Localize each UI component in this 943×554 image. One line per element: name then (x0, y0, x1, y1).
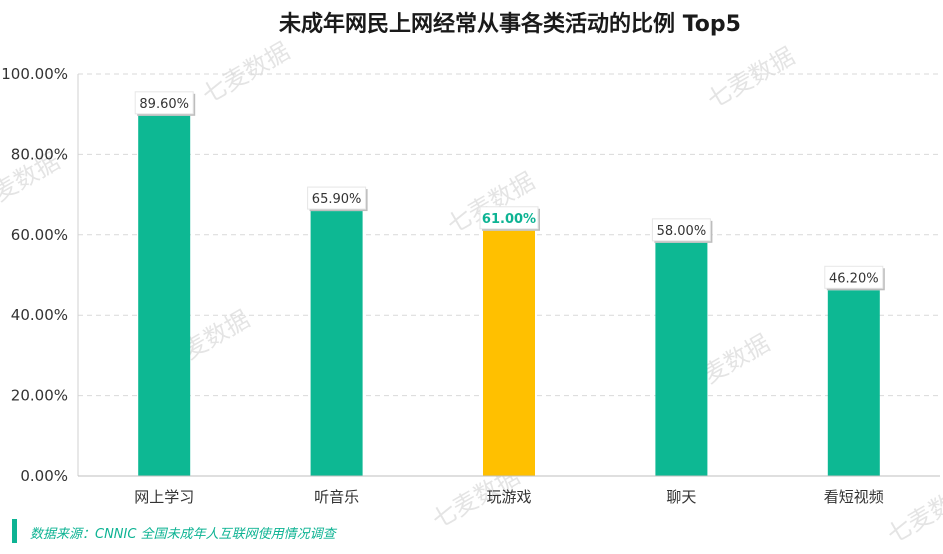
data-label-text-1: 89.60% (139, 97, 189, 112)
data-label-box-4 (651, 218, 711, 242)
data-label-box-1 (134, 91, 194, 115)
y-tick-label-2: 40.00% (11, 306, 68, 324)
data-label-4: 58.00% (651, 218, 713, 243)
bar-1 (138, 115, 191, 477)
x-tick-label-4: 聊天 (666, 488, 696, 506)
data-labels: 89.60% 65.90% 61.00% 58.00% 46.20% (134, 91, 885, 291)
chart-title: 未成年网民上网经常从事各类活动的比例 Top5 (279, 11, 741, 37)
x-tick-label-3: 玩游戏 (486, 488, 531, 506)
x-axis: 网上学习 听音乐 玩游戏 聊天 看短视频 (78, 475, 940, 506)
data-label-text-3: 61.00% (482, 212, 536, 227)
data-label-box-2 (307, 186, 367, 210)
watermark-8: 七麦数据 (882, 477, 943, 549)
x-tick-label-5: 看短视频 (824, 488, 884, 506)
watermark-2: 七麦数据 (702, 42, 799, 114)
y-tick-label-3: 60.00% (11, 226, 68, 244)
bars (138, 115, 880, 477)
data-label-text-5: 46.20% (829, 271, 879, 286)
bar-5 (827, 290, 880, 476)
y-tick-label-5: 100.00% (1, 65, 68, 83)
bar-3 (483, 230, 535, 476)
bar-4 (655, 242, 708, 476)
data-label-1: 89.60% (134, 91, 196, 116)
y-tick-label-1: 20.00% (11, 387, 68, 405)
watermark-1: 七麦数据 (197, 37, 294, 109)
y-axis: 0.00% 20.00% 40.00% 60.00% 80.00% 100.00% (1, 65, 79, 485)
data-label-text-4: 58.00% (657, 224, 707, 239)
x-tick-label-1: 网上学习 (134, 488, 194, 506)
data-label-text-2: 65.90% (312, 192, 362, 207)
data-label-box-3 (479, 206, 539, 230)
data-label-5: 46.20% (824, 265, 885, 291)
data-label-box-5 (824, 265, 884, 289)
x-tick-label-2: 听音乐 (314, 488, 359, 506)
source-note: 数据来源：CNNIC 全国未成年人互联网使用情况调查 (30, 526, 338, 542)
source-marker (12, 519, 17, 543)
bar-2 (310, 211, 363, 476)
data-label-2: 65.90% (307, 186, 368, 212)
data-label-3: 61.00% (479, 206, 540, 231)
y-tick-label-4: 80.00% (11, 145, 68, 163)
y-tick-label-0: 0.00% (20, 467, 68, 485)
